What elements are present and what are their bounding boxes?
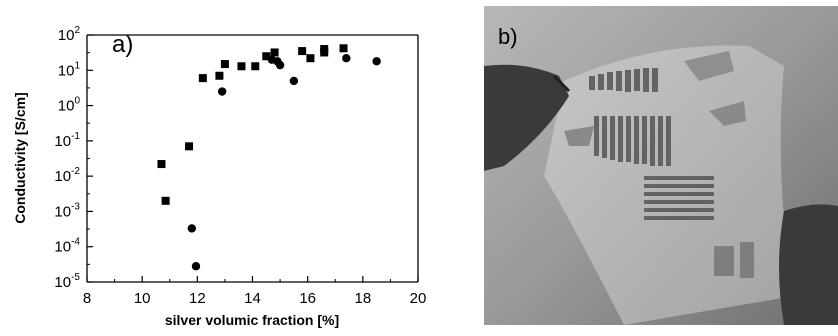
data-point-square bbox=[298, 47, 307, 56]
x-tick-label: 18 bbox=[354, 290, 371, 307]
data-point-circle bbox=[320, 45, 329, 55]
x-tick-label: 16 bbox=[299, 290, 316, 307]
data-points bbox=[157, 44, 381, 271]
photo-panel: b) bbox=[484, 6, 838, 325]
y-tick-label: 10-5 bbox=[54, 272, 80, 291]
data-point-square bbox=[339, 44, 348, 53]
data-point-square bbox=[198, 74, 207, 83]
x-tick-label: 8 bbox=[83, 290, 91, 307]
data-point-square bbox=[306, 54, 315, 63]
data-point-circle bbox=[191, 262, 201, 271]
data-point-circle bbox=[372, 57, 381, 66]
data-point-circle bbox=[187, 224, 197, 233]
data-point-square bbox=[157, 160, 166, 169]
x-tick-label: 20 bbox=[410, 290, 427, 307]
axis-ticks: 8 10 12 14 16 18 20 102 101 100 10-1 10-2 10-3 10-4 10… bbox=[54, 25, 426, 307]
y-tick-label: 102 bbox=[58, 25, 81, 44]
axes-frame bbox=[86, 34, 419, 283]
flexible-printed-film-photo bbox=[484, 6, 838, 325]
data-point-circle bbox=[342, 54, 351, 63]
y-tick-label: 101 bbox=[58, 60, 81, 79]
data-point-square bbox=[262, 52, 271, 61]
x-tick-label: 14 bbox=[244, 290, 261, 307]
y-tick-label: 10-1 bbox=[54, 131, 80, 150]
x-tick-label: 10 bbox=[134, 290, 151, 307]
panel-label-b: b) bbox=[498, 24, 518, 49]
data-point-circle bbox=[275, 60, 285, 70]
data-point-square bbox=[251, 62, 260, 71]
chart-panel: 8 10 12 14 16 18 20 102 101 100 10-1 10-2 10-3 10-4 10… bbox=[12, 25, 426, 328]
data-point-circle bbox=[289, 76, 299, 86]
data-point-square bbox=[215, 71, 224, 80]
data-point-square bbox=[185, 142, 194, 151]
y-tick-label: 10-4 bbox=[54, 237, 80, 256]
x-axis-title: silver volumic fraction [%] bbox=[165, 312, 339, 328]
y-axis-title: Conductivity [S/cm] bbox=[12, 92, 28, 223]
scatter-chart: 8 10 12 14 16 18 20 102 101 100 10-1 10-2 10-3 10-4 10… bbox=[12, 25, 426, 328]
panel-label-a: a) bbox=[112, 31, 133, 58]
y-tick-label: 100 bbox=[58, 96, 81, 115]
data-point-circle bbox=[217, 87, 227, 96]
data-point-square bbox=[270, 48, 279, 57]
data-point-square bbox=[237, 62, 246, 71]
y-tick-label: 10-3 bbox=[54, 201, 80, 220]
y-tick-label: 10-2 bbox=[54, 166, 80, 185]
data-point-square bbox=[220, 60, 229, 69]
data-point-square bbox=[161, 196, 170, 205]
x-tick-label: 12 bbox=[189, 290, 206, 307]
